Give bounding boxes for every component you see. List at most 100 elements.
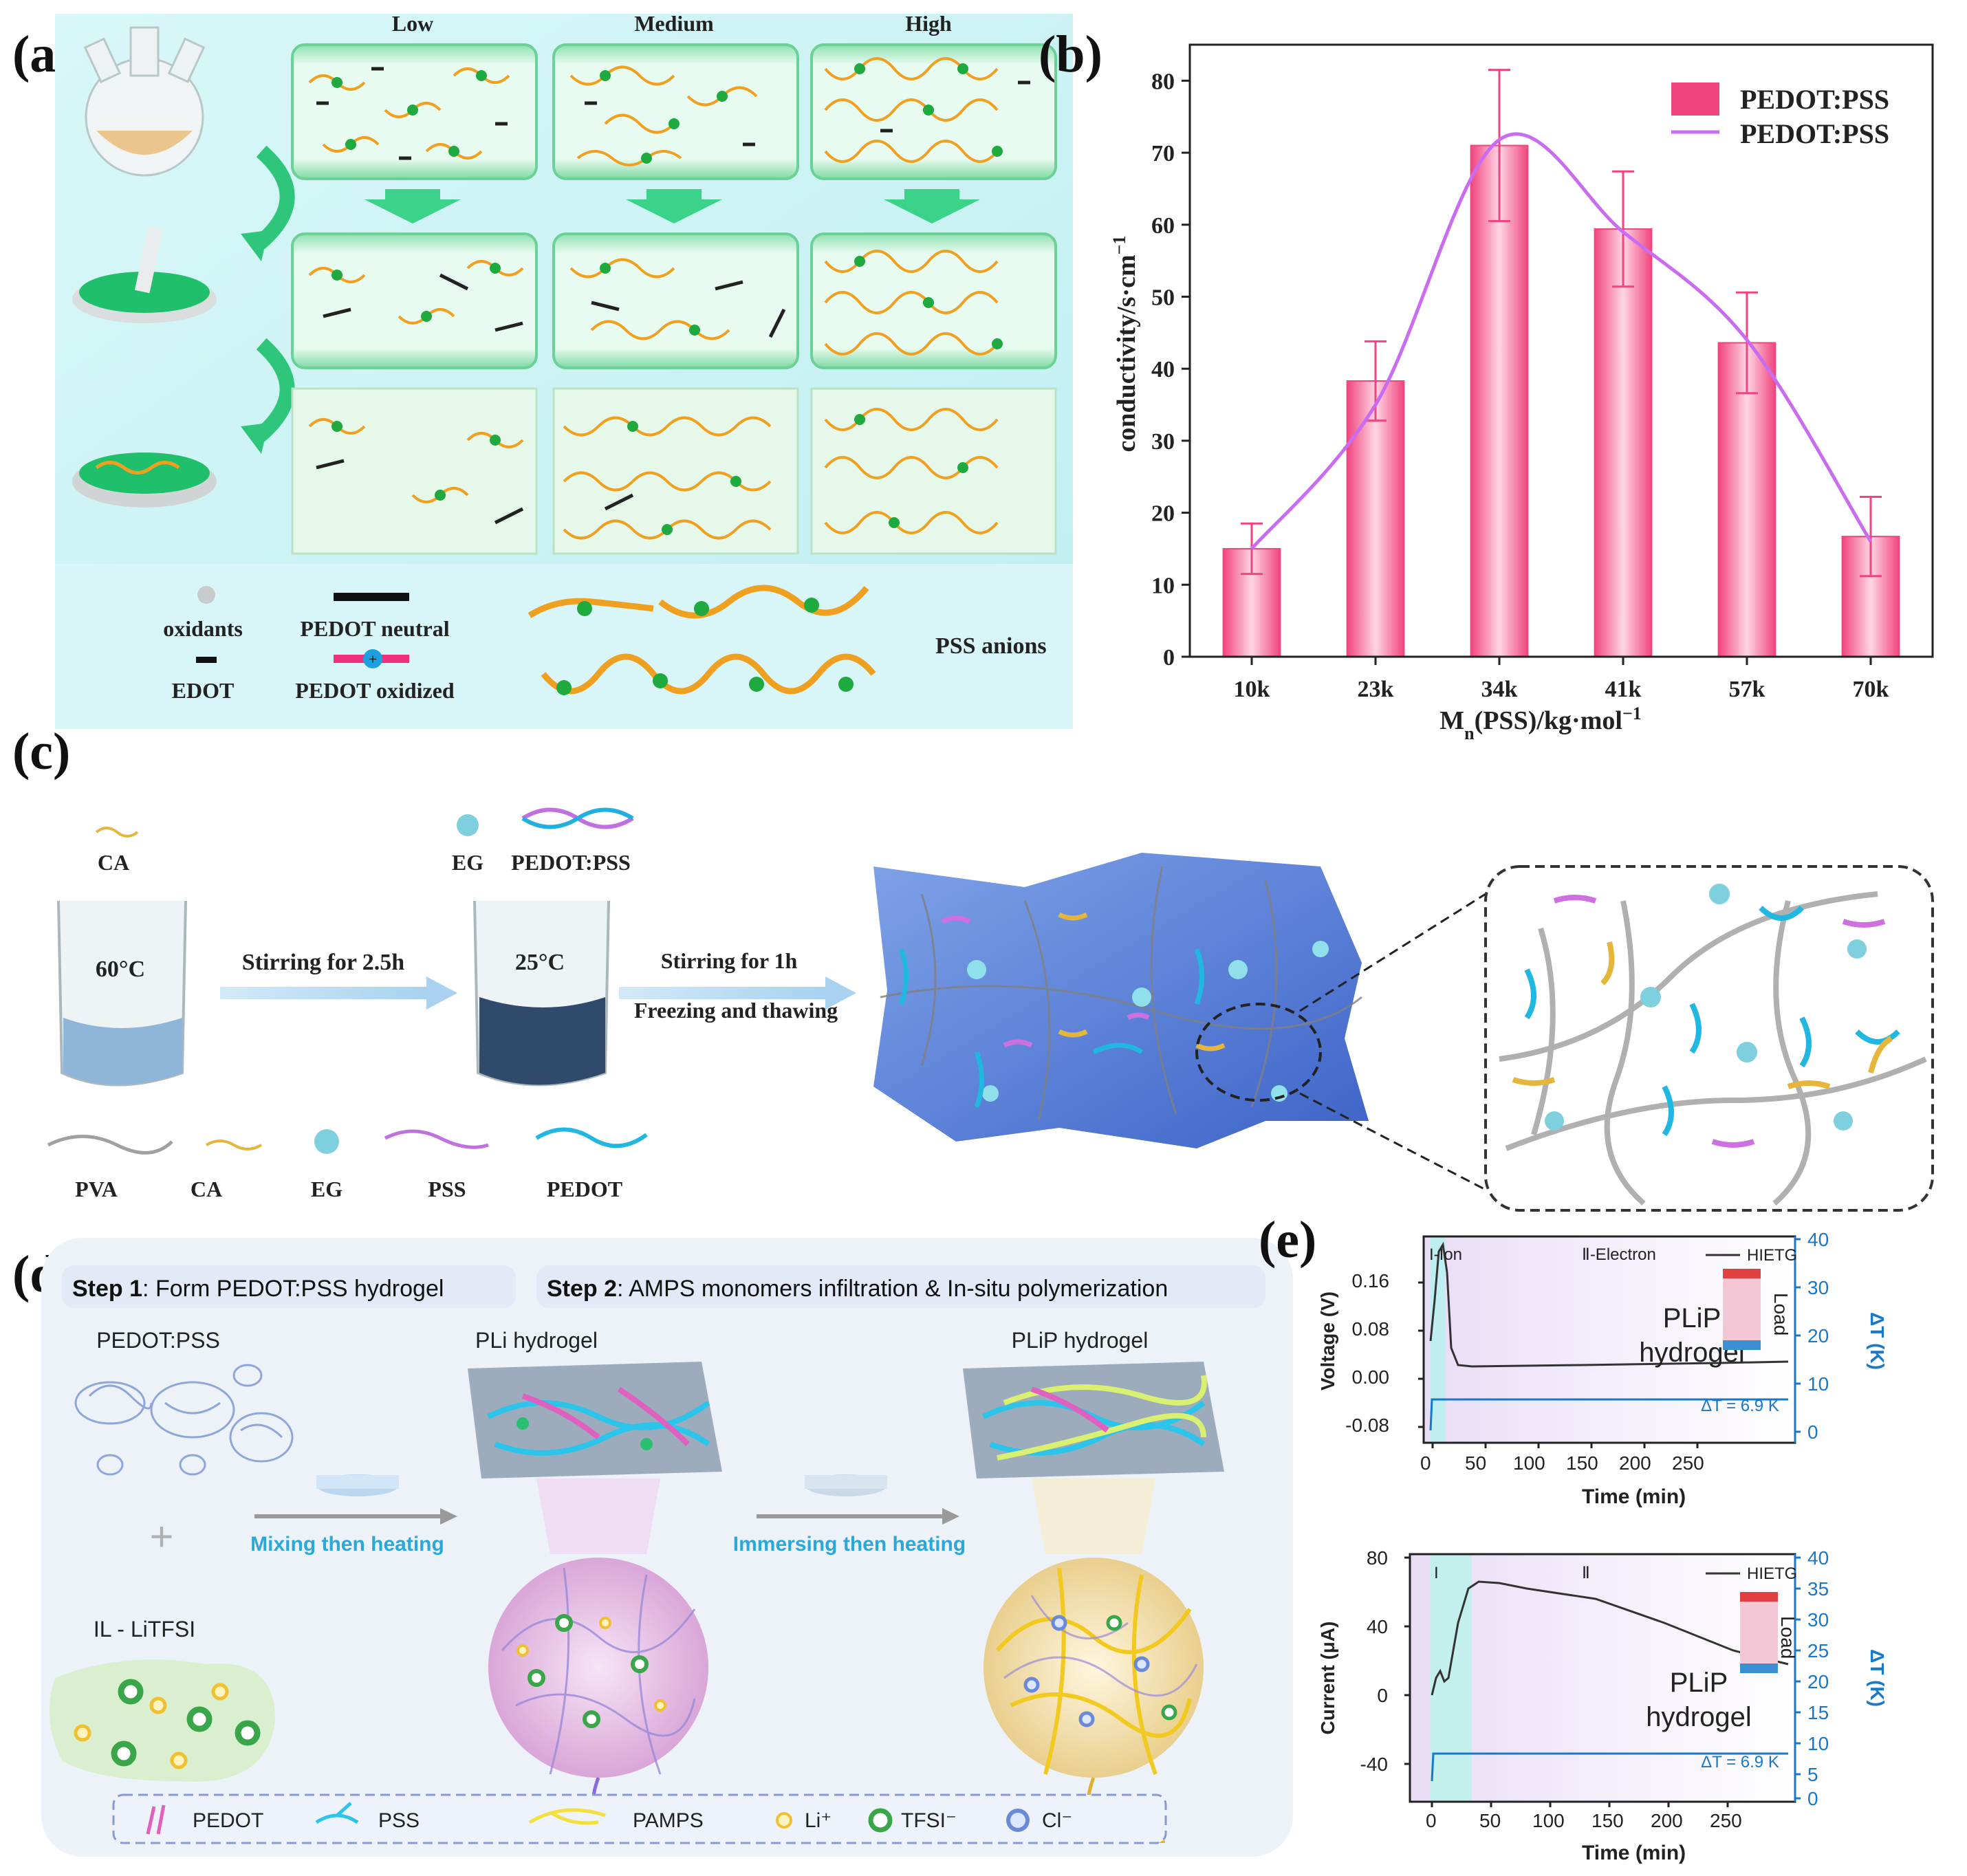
voltage-ylabel: Voltage (V) (1317, 1291, 1338, 1390)
y-tick-label: 0 (1163, 645, 1175, 670)
legend-pedot-neutral: PEDOT neutral (300, 616, 449, 641)
current-ylabel: Current (μA) (1317, 1622, 1338, 1735)
svg-text:60°C: 60°C (96, 957, 145, 982)
arrow-immersing-heating: Immersing then heating (733, 1533, 966, 1556)
svg-text:Step 2: AMPS monomers infiltra: Step 2: AMPS monomers infiltration & In-… (547, 1276, 1168, 1302)
y-tick-label: 60 (1151, 213, 1175, 239)
svg-text:5: 5 (1807, 1764, 1818, 1785)
label-ca-top: CA (98, 850, 129, 875)
dish-icon (72, 226, 217, 323)
legend-ca: CA (191, 1177, 222, 1201)
svg-text:25°C: 25°C (515, 950, 565, 975)
svg-text:hydrogel: hydrogel (1646, 1702, 1751, 1732)
panel-b-label: (b) (1039, 25, 1102, 83)
plot-frame (1188, 43, 1934, 658)
y-axis-label: conductivity/s·cm−1 (1109, 236, 1142, 452)
beaker-60c-icon: 60°C (57, 900, 187, 1087)
current-y2label: ΔT (K) (1867, 1649, 1888, 1707)
step-stirring-2-5h: Stirring for 2.5h (242, 950, 405, 975)
voltage-chart: -0.08 0.00 0.08 0.16 Voltage (V) 40 30 2… (1317, 1231, 1888, 1448)
zoom-box (1484, 865, 1934, 1212)
svg-text:ΔT = 6.9 K: ΔT = 6.9 K (1701, 1397, 1779, 1415)
svg-text:30: 30 (1807, 1277, 1829, 1298)
svg-text:Ⅱ-Electron: Ⅱ-Electron (1582, 1245, 1656, 1264)
y-tick-label: 50 (1151, 285, 1175, 310)
gel-network-2-sphere (984, 1558, 1204, 1778)
svg-text:0: 0 (1377, 1685, 1388, 1706)
legend-bar-label: PEDOT:PSS (1740, 84, 1889, 115)
current-xlabel: Time (min) (1582, 1842, 1686, 1864)
label-eg-top: EG (452, 850, 483, 875)
svg-text:HIETG: HIETG (1747, 1246, 1797, 1265)
panel-a-illustration: Low Medium High (55, 14, 1073, 729)
svg-text:10: 10 (1807, 1733, 1829, 1754)
svg-text:+: + (149, 1514, 173, 1560)
svg-text:Ⅱ: Ⅱ (1582, 1564, 1590, 1582)
y-tick-label: 70 (1151, 141, 1175, 166)
legend-eg: EG (311, 1177, 343, 1201)
svg-text:Step 1: Form PEDOT:PSS hydroge: Step 1: Form PEDOT:PSS hydrogel (72, 1276, 444, 1302)
step-freezing-thawing: Freezing and thawing (634, 998, 838, 1023)
current-curve (1431, 1580, 1789, 1696)
legend-pss: PSS (428, 1177, 466, 1201)
svg-text:Load: Load (1777, 1616, 1798, 1659)
label-il-litfsi: IL - LiTFSI (94, 1617, 195, 1642)
svg-text:30: 30 (1807, 1609, 1829, 1630)
svg-text:0.00: 0.00 (1352, 1366, 1390, 1388)
flask-icon (83, 26, 206, 177)
label-pedotpss: PEDOT:PSS (96, 1328, 220, 1353)
svg-text:35: 35 (1807, 1578, 1829, 1600)
arrow-mixing-heating: Mixing then heating (250, 1533, 444, 1556)
y-tick-label: 10 (1151, 573, 1175, 598)
legend-pedot: PEDOT (547, 1177, 622, 1201)
x-tick-label: 70k (1853, 677, 1889, 702)
legend-edot: EDOT (172, 678, 235, 703)
svg-text:40: 40 (1807, 1231, 1829, 1250)
y-tick-label: 80 (1151, 69, 1175, 94)
col-header-high: High (905, 14, 952, 36)
x-axis-label: Mn(PSS)/kg·mol−1 (1439, 704, 1642, 743)
voltage-xticks: 0 50 100 150 200 250 (1420, 1452, 1704, 1474)
panel-d-illustration: Step 1: Form PEDOT:PSS hydrogel Step 2: … (41, 1238, 1293, 1857)
y-tick-label: 40 (1151, 357, 1175, 382)
legend-pss-anions: PSS anions (935, 633, 1047, 659)
hydrogel-block (873, 853, 1369, 1148)
svg-text:15: 15 (1807, 1702, 1829, 1723)
gel-network-1-sphere (488, 1558, 708, 1778)
svg-text:40: 40 (1807, 1547, 1829, 1569)
panel-c-illustration: CA 60°C Stirring for 2.5h EG PEDOT:PSS 2… (47, 807, 1934, 1212)
dt-line-top (1429, 1398, 1788, 1431)
svg-text:HIETG: HIETG (1747, 1564, 1797, 1583)
x-tick-label: 23k (1358, 677, 1394, 702)
x-tick-label: 41k (1605, 677, 1642, 702)
bar-34k (1470, 144, 1529, 657)
step2-title: Step 2 (547, 1276, 617, 1302)
legend-d-cl: Cl⁻ (1042, 1809, 1072, 1832)
current-xticks: 0 50 100 150 200 250 (1426, 1810, 1742, 1831)
svg-text:ΔT = 6.9 K: ΔT = 6.9 K (1701, 1753, 1779, 1771)
beaker-25c-icon: 25°C (473, 900, 610, 1087)
x-tick-label: 10k (1234, 677, 1270, 702)
svg-text:10: 10 (1807, 1373, 1829, 1395)
legend-d-pss: PSS (378, 1809, 420, 1832)
legend-oxidants: oxidants (163, 616, 243, 641)
svg-text:I-Ion: I-Ion (1429, 1245, 1462, 1264)
step-stirring-1h: Stirring for 1h (661, 948, 798, 973)
svg-text:-0.08: -0.08 (1345, 1415, 1389, 1436)
voltage-y2label: ΔT (K) (1867, 1312, 1888, 1370)
panel-c-label: (c) (12, 723, 71, 781)
panel-e-label: (e) (1259, 1211, 1317, 1269)
fit-line (1250, 132, 1873, 550)
legend-bar-swatch (1671, 83, 1719, 116)
svg-text:80: 80 (1367, 1547, 1388, 1569)
svg-text:20: 20 (1807, 1325, 1829, 1346)
y-tick-label: 20 (1151, 501, 1175, 527)
svg-text:+: + (369, 651, 377, 668)
svg-text:I: I (1434, 1564, 1439, 1582)
label-pli-hydrogel: PLi hydrogel (475, 1328, 598, 1353)
svg-text:20: 20 (1807, 1671, 1829, 1692)
svg-text:PLiP: PLiP (1663, 1303, 1721, 1333)
svg-text:PLiP: PLiP (1670, 1668, 1728, 1698)
x-tick-label: 34k (1481, 677, 1518, 702)
svg-text:0: 0 (1807, 1788, 1818, 1809)
